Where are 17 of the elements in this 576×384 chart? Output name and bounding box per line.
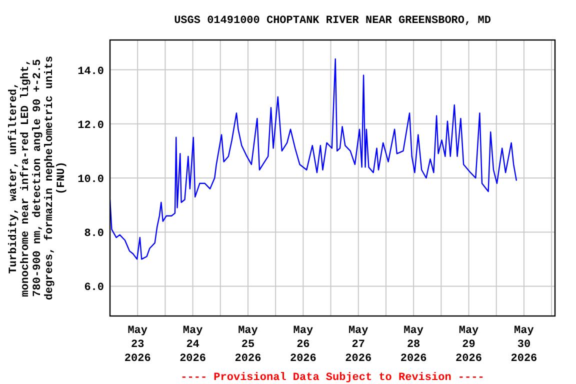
x-tick-label: May 23 2026	[124, 325, 151, 365]
chart-title: USGS 01491000 CHOPTANK RIVER NEAR GREENSBORO, MD	[174, 15, 492, 27]
text: ---- Provisional Data Subject to Revision ----	[180, 372, 484, 384]
y-tick-label: 14.0	[78, 66, 104, 78]
y-tick-label: 10.0	[78, 174, 104, 186]
x-tick-label: May 27 2026	[345, 325, 372, 365]
x-tick-label: May 28 2026	[400, 325, 427, 365]
x-tick-label: May 25 2026	[234, 325, 262, 365]
y-tick-label: 8.0	[84, 228, 104, 240]
x-tick-label: May 30 2026	[510, 325, 538, 365]
y-tick-label: 12.0	[78, 120, 104, 132]
x-tick-label: May 24 2026	[180, 325, 206, 365]
y-axis-title: Turbidity, water, unfiltered, monochrome near infra-red LED light, 780-900 nm, detection angle 90 +-2.5 degrees, formazin nephelometric units (FNU)	[7, 56, 68, 300]
y-tick-label: 6.0	[84, 282, 104, 294]
x-tick-label: May 29 2026	[456, 325, 482, 365]
x-tick-label: May 26 2026	[290, 325, 316, 365]
line-series	[110, 58, 518, 260]
